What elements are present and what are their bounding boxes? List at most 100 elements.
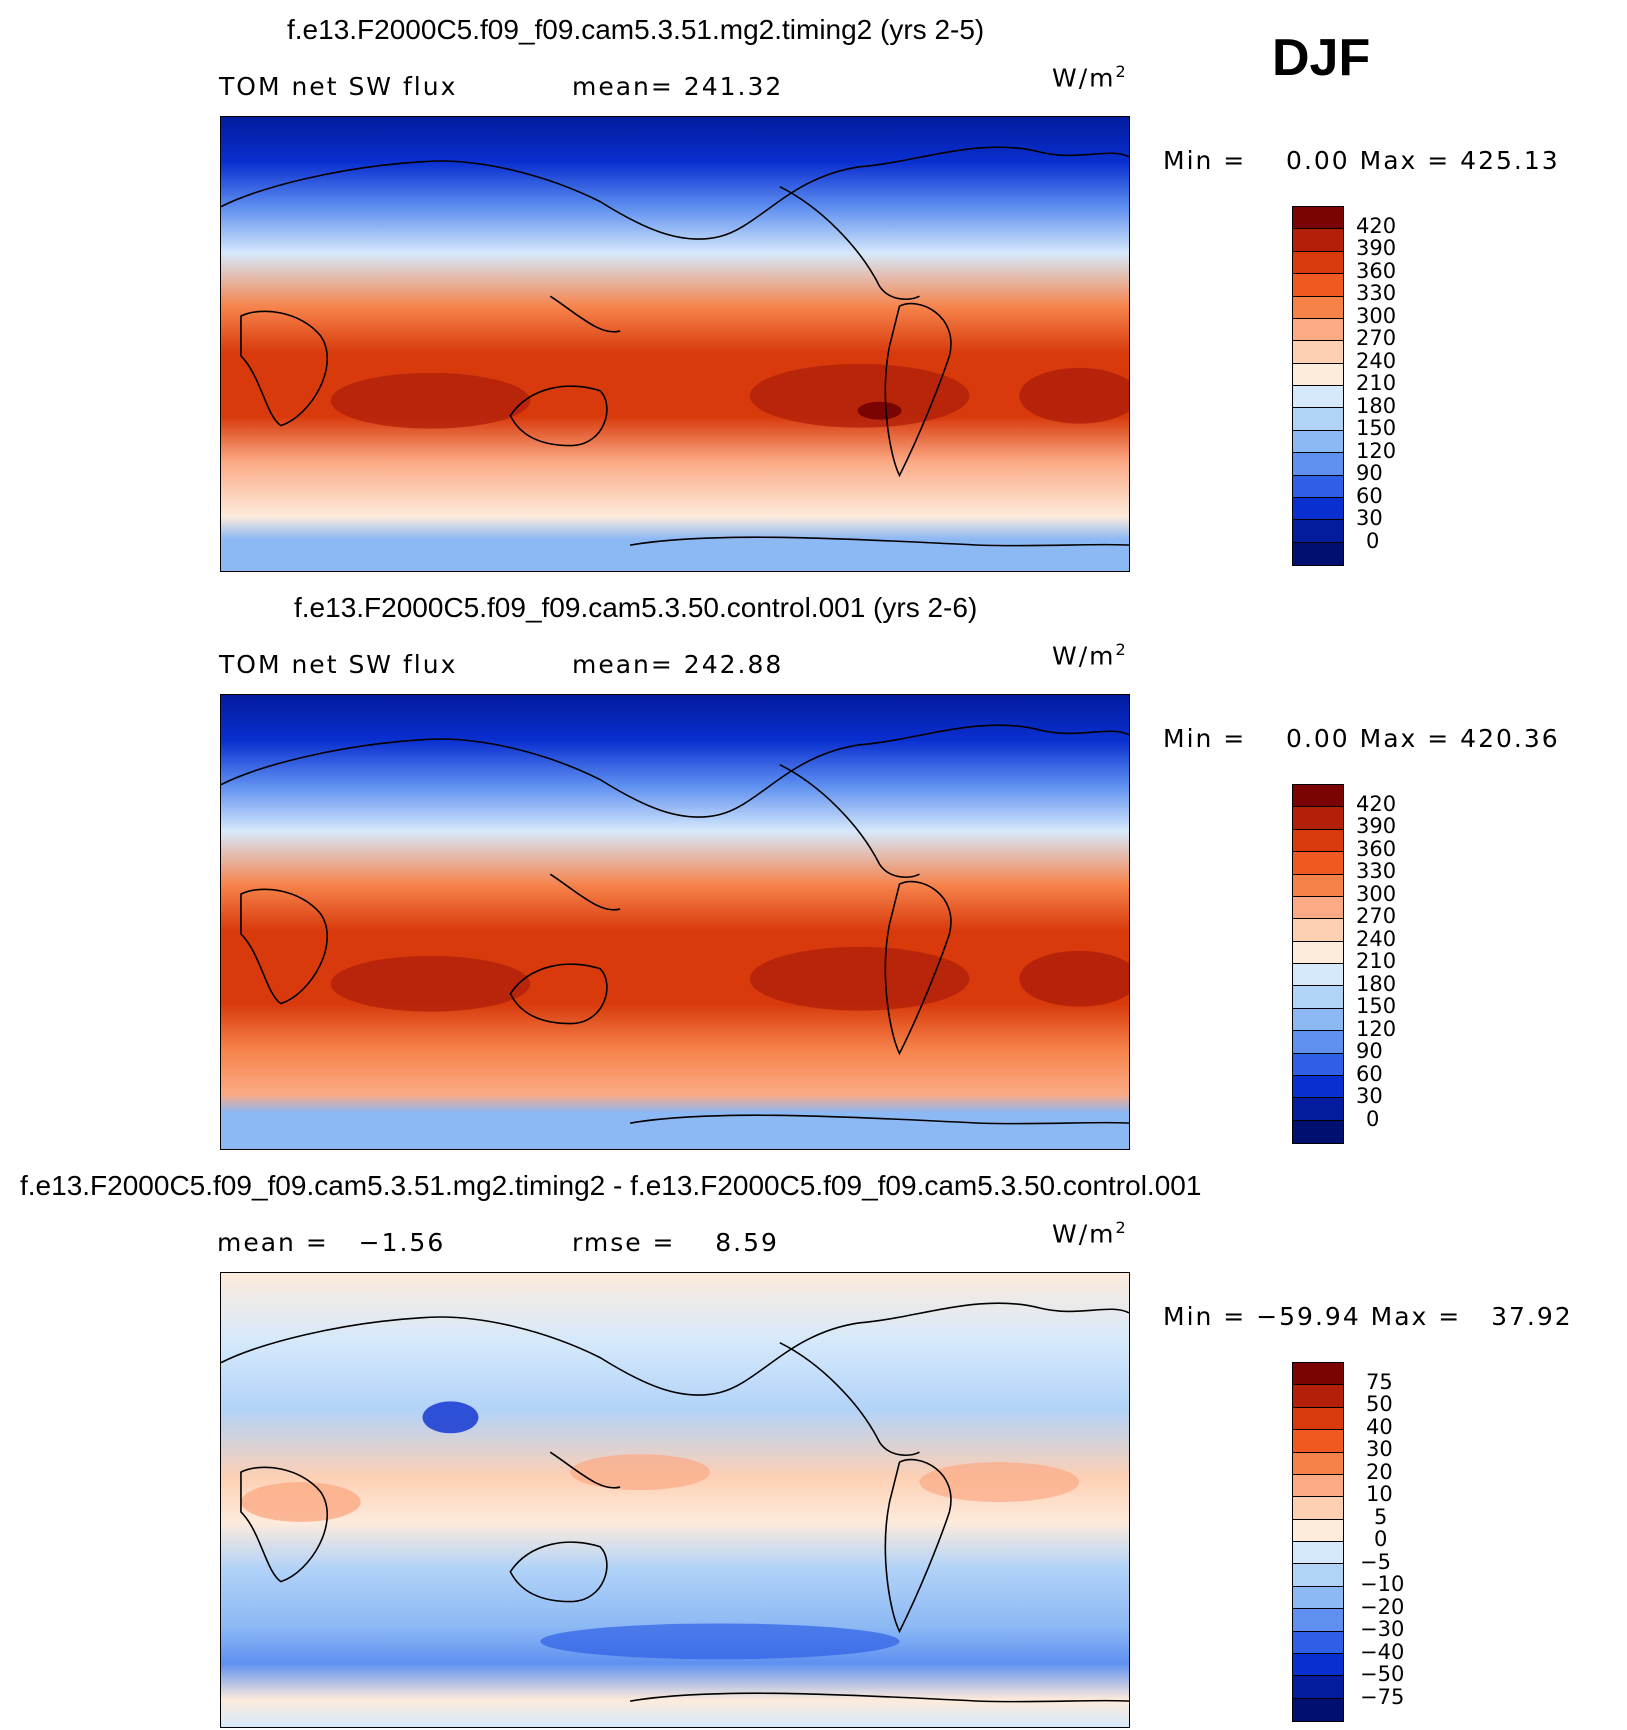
colorbar-segment: [1293, 1075, 1343, 1099]
units-label: W/m2: [1052, 62, 1128, 92]
field-map-svg: [221, 1273, 1129, 1727]
colorbar-tick: −10: [1360, 1572, 1405, 1596]
south-america-coast: [884, 880, 952, 1056]
colorbar-segment: [1293, 1676, 1343, 1699]
units-label: W/m2: [1052, 1218, 1128, 1248]
north-america-coast: [779, 1341, 920, 1456]
colorbar-segment: [1293, 941, 1343, 964]
colorbar-tick: 120: [1356, 439, 1397, 463]
colorbar-segment: [1293, 408, 1343, 431]
colorbar-segment: [1293, 542, 1343, 565]
colorbar-segment: [1293, 1053, 1343, 1076]
south-america-coast: [884, 1458, 952, 1634]
world-map: [220, 1272, 1130, 1728]
field-map-svg: [221, 695, 1129, 1149]
colorbar-tick: 150: [1356, 994, 1397, 1018]
colorbar-segment: [1293, 1452, 1343, 1475]
africa-coast: [240, 1466, 328, 1583]
colorbar-segment: [1293, 430, 1343, 454]
min-max-label: Min = −59.94 Max = 37.92: [1163, 1302, 1573, 1331]
panel-title: f.e13.F2000C5.f09_f09.cam5.3.51.mg2.timi…: [20, 1170, 1202, 1201]
colorbar-tick: 270: [1356, 904, 1397, 928]
units-label: W/m2: [1052, 640, 1128, 670]
north-america-coast: [779, 185, 920, 300]
colorbar-segment: [1293, 829, 1343, 853]
colorbar-segment: [1293, 207, 1343, 230]
colorbar-segment: [1293, 1631, 1343, 1654]
colorbar-tick: 420: [1356, 214, 1397, 238]
units-text: W/m: [1052, 641, 1116, 671]
colorbar-segment: [1293, 919, 1343, 942]
australia-coast: [509, 1541, 608, 1603]
field-peak-pacific: [857, 401, 902, 420]
colorbar-segment: [1293, 363, 1343, 386]
field-positive-warm-pool: [570, 1454, 710, 1491]
colorbar-tick: 120: [1356, 1017, 1397, 1041]
mean-label: mean = −1.56: [217, 1228, 446, 1257]
field-max-indian-ocean: [330, 955, 531, 1012]
colorbar-segment: [1293, 296, 1343, 319]
colorbar-tick: 210: [1356, 371, 1397, 395]
colorbar-segment: [1293, 1363, 1343, 1386]
season-label: DJF: [1272, 29, 1371, 87]
field-negative-southern-ocean: [540, 1623, 900, 1660]
field-max-pacific: [749, 363, 970, 428]
rmse-label: rmse = 8.59: [572, 1228, 779, 1257]
colorbar-tick: 0: [1374, 1527, 1388, 1551]
colorbar-tick: 180: [1356, 394, 1397, 418]
colorbar-segment: [1293, 1519, 1343, 1542]
colorbar-tick: −20: [1360, 1595, 1405, 1619]
colorbar: [1292, 784, 1344, 1144]
coastlines: [221, 146, 1129, 547]
colorbar-segment: [1293, 964, 1343, 987]
field-max-indian-ocean: [330, 372, 531, 429]
colorbar-tick: −30: [1360, 1617, 1405, 1641]
world-map: [220, 116, 1130, 572]
variable-label: TOM net SW flux: [219, 72, 458, 101]
antarctica-coast: [629, 536, 1129, 547]
colorbar-tick: 50: [1366, 1392, 1393, 1416]
variable-label: TOM net SW flux: [219, 650, 458, 679]
colorbar-tick: 40: [1366, 1415, 1393, 1439]
arctic-coast: [221, 146, 1129, 240]
colorbar-tick: 30: [1356, 506, 1383, 530]
colorbar-tick: 60: [1356, 1062, 1383, 1086]
colorbar-segment: [1293, 852, 1343, 875]
antarctica-coast: [629, 1692, 1129, 1703]
arctic-coast: [221, 1302, 1129, 1396]
arctic-coast: [221, 724, 1129, 818]
colorbar-tick: 390: [1356, 814, 1397, 838]
colorbar: [1292, 206, 1344, 566]
field-max-atlantic: [1019, 950, 1129, 1007]
colorbar-segment: [1293, 1609, 1343, 1632]
colorbar-segment: [1293, 475, 1343, 498]
colorbar-segment: [1293, 874, 1343, 897]
colorbar-tick: 0: [1366, 529, 1380, 553]
colorbar-tick: 360: [1356, 259, 1397, 283]
coastlines: [221, 1302, 1129, 1703]
colorbar-segment: [1293, 1031, 1343, 1054]
colorbar-segment: [1293, 386, 1343, 409]
colorbar-segment: [1293, 807, 1343, 830]
colorbar-tick: −5: [1360, 1550, 1391, 1574]
colorbar-tick: 5: [1374, 1505, 1388, 1529]
colorbar-segment: [1293, 341, 1343, 364]
units-exponent: 2: [1115, 1218, 1128, 1237]
field-positive-atlantic: [919, 1462, 1080, 1502]
colorbar-segment: [1293, 274, 1343, 297]
colorbar: [1292, 1362, 1344, 1722]
colorbar-segment: [1293, 318, 1343, 342]
colorbar-segment: [1293, 1098, 1343, 1121]
maritime-continent-coast: [549, 873, 621, 911]
colorbar-tick: 210: [1356, 949, 1397, 973]
colorbar-segment: [1293, 1586, 1343, 1610]
colorbar-tick: 75: [1366, 1370, 1393, 1394]
field-background: [221, 117, 1129, 571]
field-negative-asia: [422, 1401, 479, 1434]
maritime-continent-coast: [549, 1451, 621, 1489]
units-text: W/m: [1052, 63, 1116, 93]
colorbar-tick: 330: [1356, 859, 1397, 883]
colorbar-tick: −50: [1360, 1662, 1405, 1686]
colorbar-segment: [1293, 896, 1343, 920]
field-map-svg: [221, 117, 1129, 571]
